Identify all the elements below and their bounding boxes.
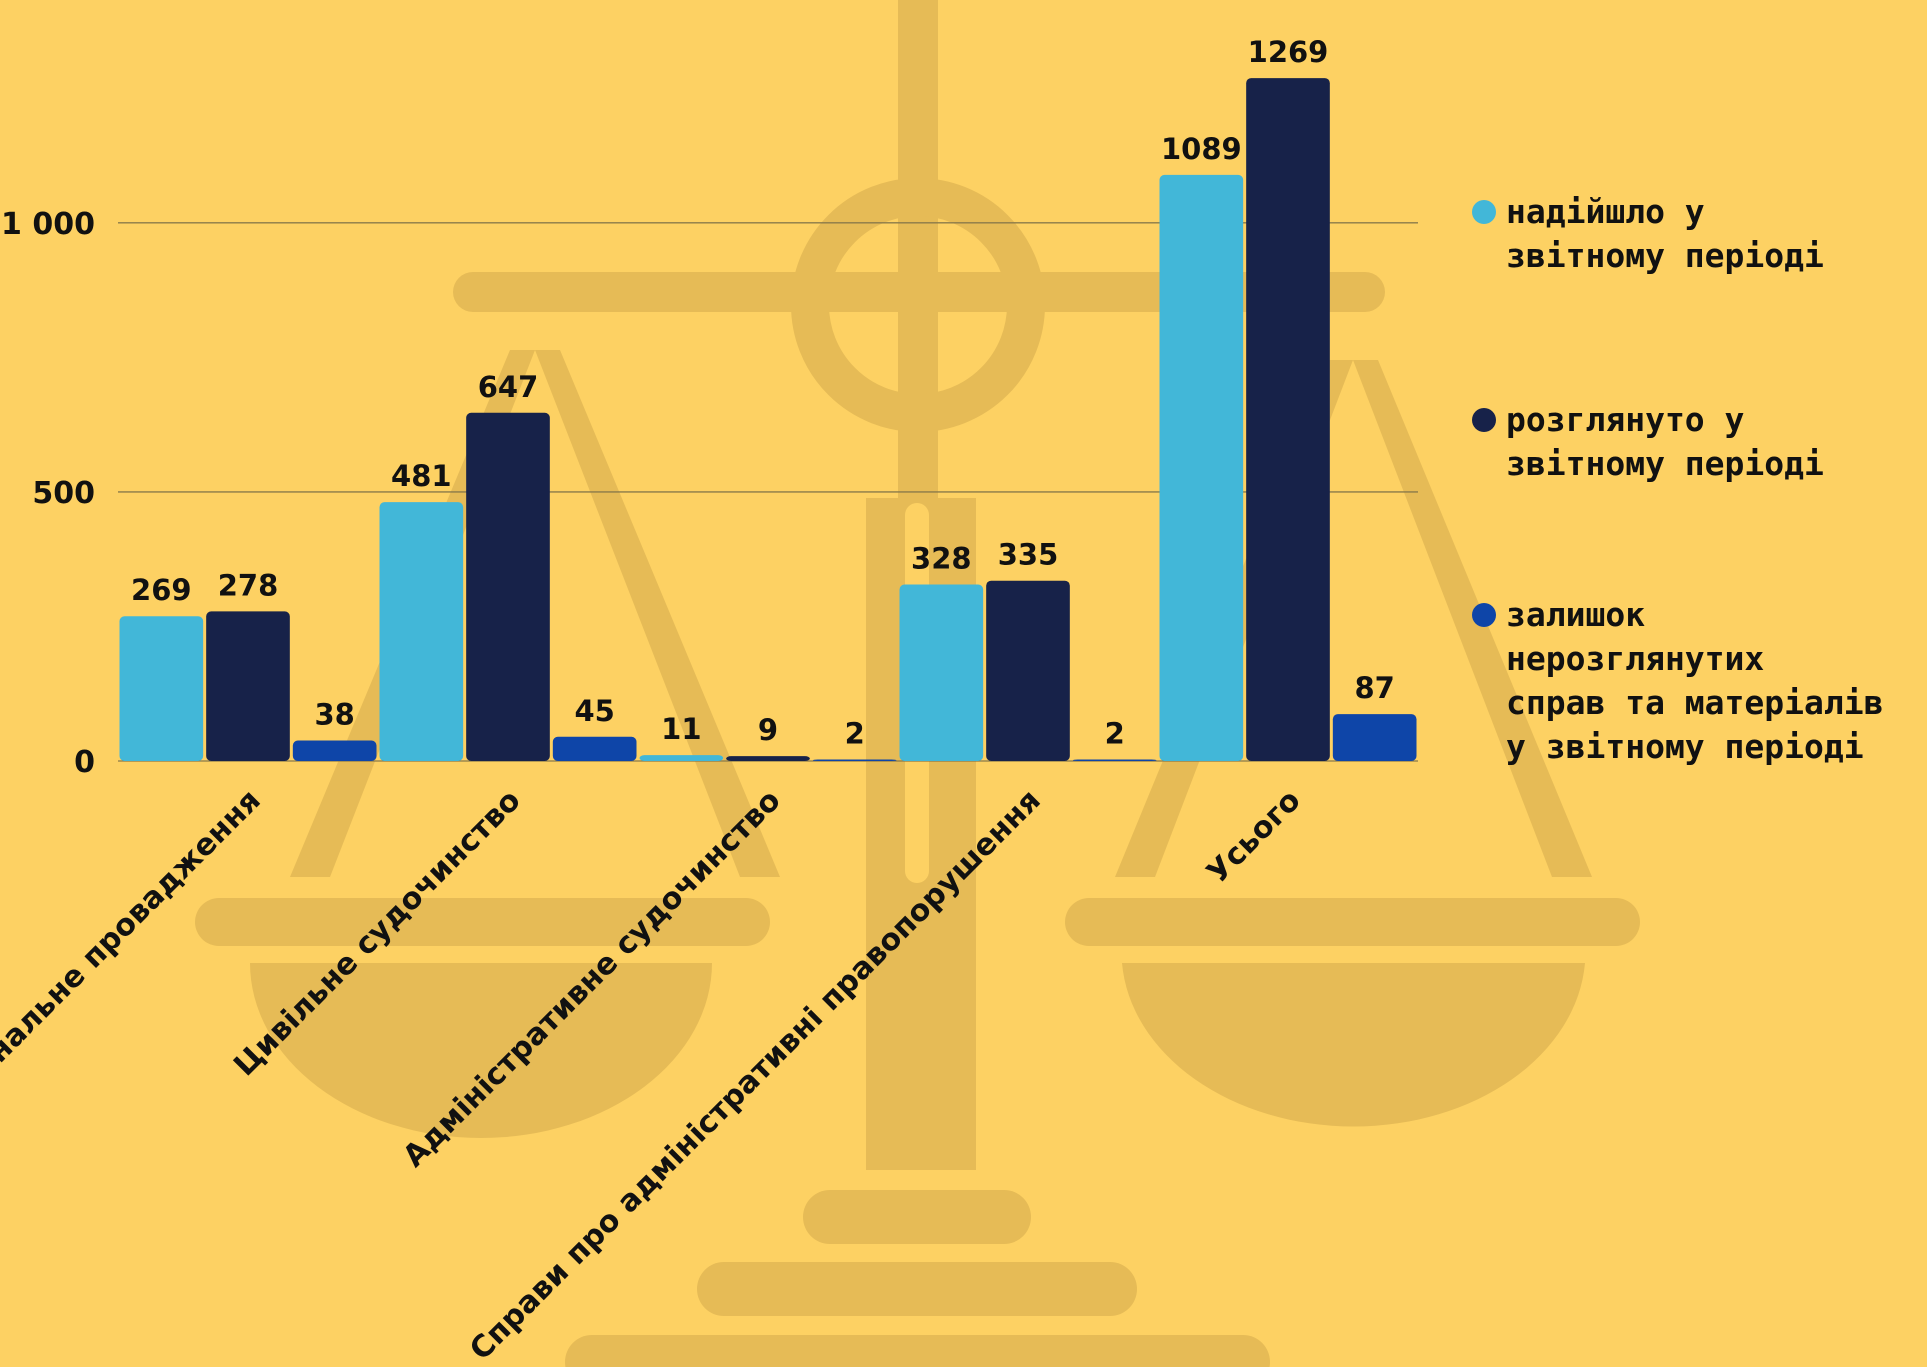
data-label: 87 [1354,671,1394,705]
data-label: 2 [845,717,865,751]
legend-label: звітному періоді [1506,236,1824,275]
y-tick-label: 500 [32,476,95,511]
bar [292,740,377,761]
legend-label: надійшло у [1506,192,1705,231]
bar [1332,714,1417,761]
data-label: 9 [758,713,778,747]
x-tick-label: Усього [1200,783,1307,890]
legend-label: звітному періоді [1506,444,1824,483]
legend-marker [1472,200,1496,224]
bar [379,502,464,761]
legend-marker [1472,603,1496,627]
bar [899,584,984,761]
data-label: 45 [574,694,614,728]
data-label: 38 [314,698,354,732]
data-label: 328 [911,541,972,575]
data-label: 278 [218,568,279,602]
data-label: 2 [1105,717,1125,751]
legend-label: розглянуто у [1506,400,1744,439]
bar [1159,174,1244,761]
bar [986,580,1070,761]
data-labels: 269 481 11 328 1089 278 647 9 335 1269 38 45 2 2 87 [131,35,1395,750]
data-label: 335 [998,538,1059,572]
bar [639,755,724,761]
legend-label: справ та матеріалів [1506,683,1884,722]
y-tick-label: 1 000 [1,207,95,242]
legend: надійшло у звітному періоді розглянуто у зв… [1472,192,1884,766]
legend-label: залишок [1506,595,1645,634]
legend-label: нерозглянутих [1506,639,1764,678]
bar [726,756,810,761]
bars [119,78,1417,762]
bar [1246,78,1330,762]
bar [1072,759,1157,761]
data-label: 11 [661,712,701,746]
bar [466,412,550,761]
bar [206,611,290,761]
data-label: 647 [478,370,539,404]
x-tick-label: Кримінальне провадження [0,783,268,1142]
legend-label: у звітному періоді [1506,727,1864,766]
data-label: 1089 [1161,132,1242,166]
y-axis: 0 500 1 000 [1,207,95,780]
bar [812,759,897,761]
y-tick-label: 0 [74,745,95,780]
bar [119,616,204,761]
data-label: 481 [391,459,452,493]
bar [552,736,637,761]
data-label: 1269 [1248,35,1329,69]
legend-marker [1472,408,1496,432]
data-label: 269 [131,573,192,607]
